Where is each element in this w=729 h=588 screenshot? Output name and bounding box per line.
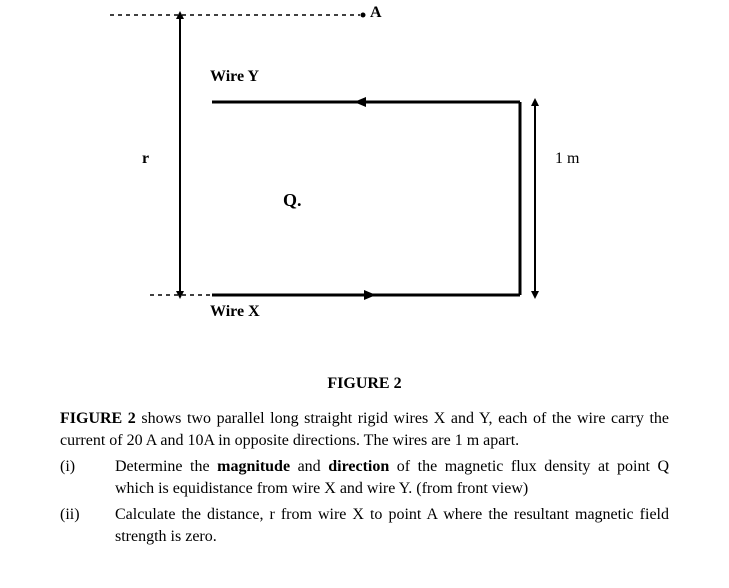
question-ii: (ii) Calculate the distance, r from wire… [60,504,669,549]
question-ii-num: (ii) [60,504,115,549]
label-wire-x: Wire X [210,303,260,321]
question-text-block: FIGURE 2 shows two parallel long straigh… [0,393,729,548]
question-ii-text: Calculate the distance, r from wire X to… [115,504,669,549]
question-i-num: (i) [60,456,115,501]
label-point-q: Q. [283,190,302,211]
label-wire-y: Wire Y [210,68,259,86]
diagram-area: A Wire Y Wire X Q. r 1 m [0,0,729,370]
label-r: r [142,150,149,168]
physics-diagram-svg [0,0,729,360]
label-point-a: A [370,4,382,22]
question-i: (i) Determine the magnitude and directio… [60,456,669,501]
figure-description: FIGURE 2 shows two parallel long straigh… [60,408,669,453]
question-i-text: Determine the magnitude and direction of… [115,456,669,501]
figure-caption: FIGURE 2 [0,375,729,393]
label-1m: 1 m [555,150,579,168]
